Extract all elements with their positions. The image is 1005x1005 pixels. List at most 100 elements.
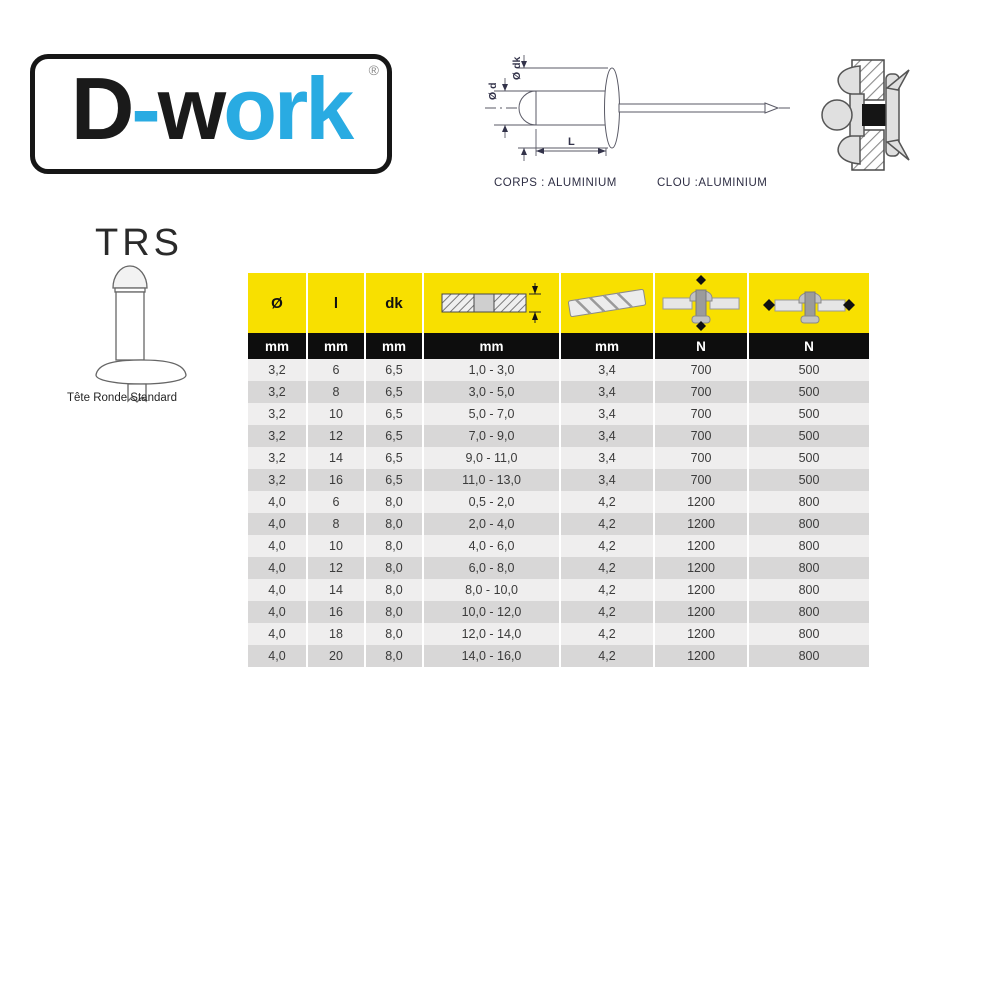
installed-rivet-diagram bbox=[821, 59, 910, 171]
unit-cell: mm bbox=[364, 333, 423, 359]
table-cell: 6,5 bbox=[364, 447, 423, 469]
table-cell: 3,4 bbox=[559, 359, 654, 381]
table-cell: 500 bbox=[747, 425, 869, 447]
table-cell: 3,2 bbox=[268, 407, 286, 421]
table-cell: 4,0 bbox=[268, 561, 286, 575]
table-cell: 700 bbox=[653, 469, 748, 491]
table-cell: 6 bbox=[306, 359, 365, 381]
table-cell: 14 bbox=[306, 579, 365, 601]
table-cell: 4,0 bbox=[268, 583, 286, 597]
table-cell: 8 bbox=[306, 381, 365, 403]
tensile-strength-icon bbox=[763, 291, 855, 324]
table-cell: 800 bbox=[747, 513, 869, 535]
table-cell: 3,2 bbox=[268, 429, 286, 443]
clamp-range-icon bbox=[441, 283, 541, 323]
table-header-row: Ø l dk bbox=[248, 273, 869, 333]
col-header-diameter: Ø bbox=[248, 273, 307, 333]
drill-bit-icon bbox=[568, 288, 646, 318]
table-cell: 4,2 bbox=[559, 557, 654, 579]
table-cell: 1,0 - 3,0 bbox=[422, 359, 560, 381]
table-cell: 8,0 bbox=[364, 623, 423, 645]
table-cell: 6,5 bbox=[364, 381, 423, 403]
table-row: 4,0 16 8,0 10,0 - 12,0 4,2 1200 800 bbox=[248, 601, 869, 623]
table-cell: 800 bbox=[747, 535, 869, 557]
trs-rivet-illustration bbox=[95, 265, 187, 403]
table-cell: 1200 bbox=[653, 491, 748, 513]
table-cell: 500 bbox=[747, 447, 869, 469]
table-cell: 800 bbox=[747, 623, 869, 645]
table-cell: 3,2 bbox=[268, 363, 286, 377]
table-cell: 4,2 bbox=[559, 491, 654, 513]
table-cell: 16 bbox=[306, 601, 365, 623]
table-cell: 3,4 bbox=[559, 469, 654, 491]
table-cell: 6,5 bbox=[364, 425, 423, 447]
col-header-head-diameter-label: dk bbox=[385, 294, 403, 312]
table-cell: 4,2 bbox=[559, 513, 654, 535]
table-cell: 1200 bbox=[653, 513, 748, 535]
table-row: 3,2 10 6,5 5,0 - 7,0 3,4 700 500 bbox=[248, 403, 869, 425]
table-row: 4,0 10 8,0 4,0 - 6,0 4,2 1200 800 bbox=[248, 535, 869, 557]
table-cell: 4,2 bbox=[559, 601, 654, 623]
table-row: 3,2 14 6,5 9,0 - 11,0 3,4 700 500 bbox=[248, 447, 869, 469]
table-cell: 700 bbox=[653, 381, 748, 403]
table-cell: 14 bbox=[306, 447, 365, 469]
table-cell: 4,2 bbox=[559, 645, 654, 667]
table-cell: 700 bbox=[653, 359, 748, 381]
table-cell: 500 bbox=[747, 381, 869, 403]
table-cell: 800 bbox=[747, 645, 869, 667]
table-cell: 8,0 - 10,0 bbox=[422, 579, 560, 601]
logo-letter-w: w bbox=[157, 59, 226, 158]
table-cell: 20 bbox=[306, 645, 365, 667]
table-cell: 12 bbox=[306, 425, 365, 447]
table-cell: 5,0 - 7,0 bbox=[422, 403, 560, 425]
logo-letter-d: D bbox=[70, 59, 135, 158]
table-cell: 2,0 - 4,0 bbox=[422, 513, 560, 535]
table-cell: 4,2 bbox=[559, 535, 654, 557]
table-cell: 6,5 bbox=[364, 359, 423, 381]
table-row: 4,0 18 8,0 12,0 - 14,0 4,2 1200 800 bbox=[248, 623, 869, 645]
table-cell: 800 bbox=[747, 557, 869, 579]
table-cell: 4,2 bbox=[559, 579, 654, 601]
product-code: TRS bbox=[95, 222, 183, 264]
table-cell: 3,2 bbox=[268, 473, 286, 487]
table-cell: 1200 bbox=[653, 579, 748, 601]
table-cell: 800 bbox=[747, 601, 869, 623]
rivet-dimension-diagram: Ø d Ø dk L bbox=[485, 55, 794, 161]
table-cell: 14,0 - 16,0 bbox=[422, 645, 560, 667]
table-cell: 6,0 - 8,0 bbox=[422, 557, 560, 579]
table-row: 4,0 20 8,0 14,0 - 16,0 4,2 1200 800 bbox=[248, 645, 869, 667]
table-row: 4,0 8 8,0 2,0 - 4,0 4,2 1200 800 bbox=[248, 513, 869, 535]
table-cell: 18 bbox=[306, 623, 365, 645]
col-header-length-label: l bbox=[333, 294, 339, 312]
table-cell: 1200 bbox=[653, 535, 748, 557]
table-cell: 3,4 bbox=[559, 403, 654, 425]
shear-strength-icon bbox=[662, 275, 740, 331]
table-cell: 8,0 bbox=[364, 557, 423, 579]
col-header-diameter-label: Ø bbox=[271, 294, 283, 312]
product-head-type: Tête Ronde Standard bbox=[67, 392, 177, 404]
nail-material-label: CLOU :ALUMINIUM bbox=[657, 177, 768, 189]
table-cell: 3,2 bbox=[268, 385, 286, 399]
table-cell: 8,0 bbox=[364, 645, 423, 667]
table-cell: 3,4 bbox=[559, 425, 654, 447]
table-cell: 4,0 bbox=[268, 605, 286, 619]
table-cell: 3,4 bbox=[559, 381, 654, 403]
table-cell: 9,0 - 11,0 bbox=[422, 447, 560, 469]
table-row: 3,2 12 6,5 7,0 - 9,0 3,4 700 500 bbox=[248, 425, 869, 447]
table-cell: 8,0 bbox=[364, 491, 423, 513]
table-cell: 1200 bbox=[653, 601, 748, 623]
table-cell: 700 bbox=[653, 425, 748, 447]
unit-cell: N bbox=[653, 333, 748, 359]
table-cell: 8,0 bbox=[364, 601, 423, 623]
diagram-label-l: L bbox=[568, 136, 575, 148]
table-cell: 4,0 bbox=[268, 627, 286, 641]
table-cell: 10 bbox=[306, 403, 365, 425]
table-cell: 8 bbox=[306, 513, 365, 535]
registered-trademark: ® bbox=[368, 62, 379, 78]
unit-cell: mm bbox=[248, 333, 307, 359]
table-cell: 800 bbox=[747, 491, 869, 513]
table-row: 4,0 14 8,0 8,0 - 10,0 4,2 1200 800 bbox=[248, 579, 869, 601]
table-cell: 4,0 - 6,0 bbox=[422, 535, 560, 557]
dwork-logo-text: D-work bbox=[71, 65, 354, 163]
